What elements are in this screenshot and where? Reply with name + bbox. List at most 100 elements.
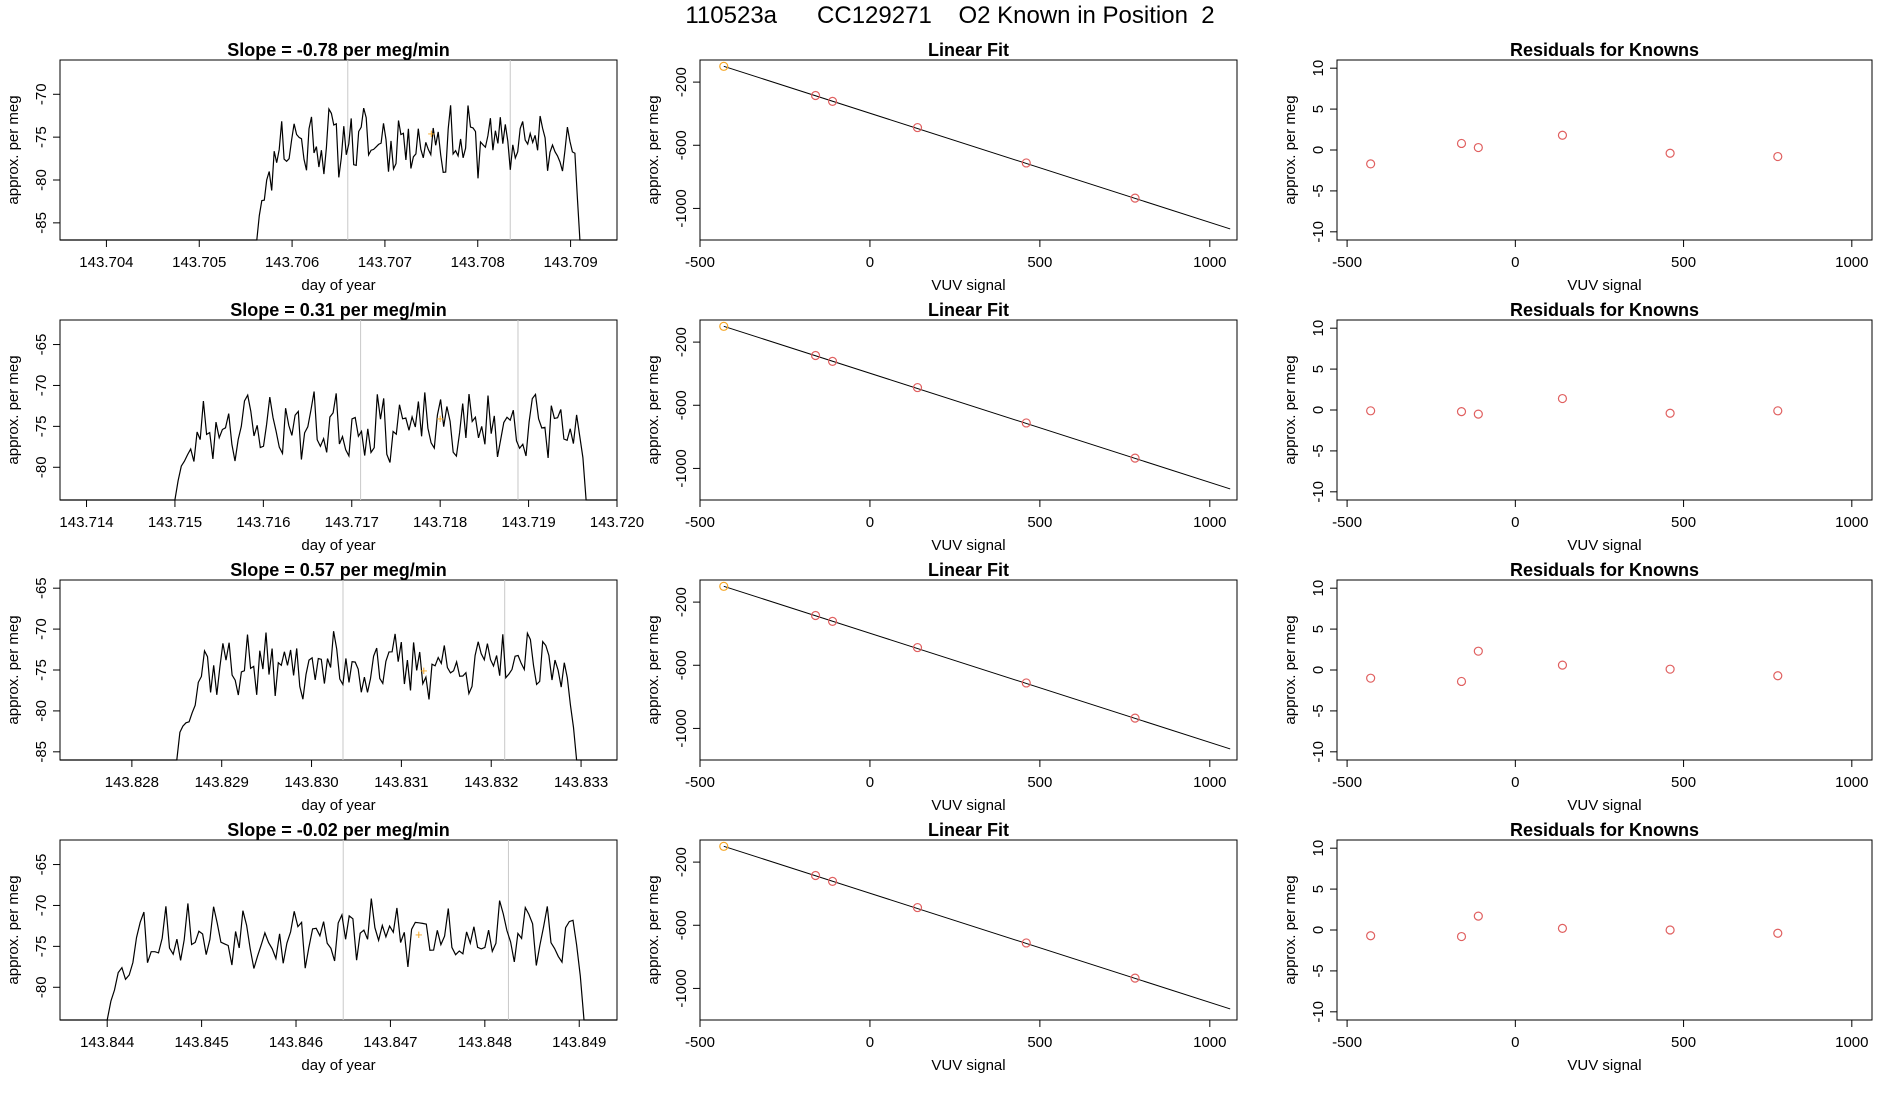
- signal-trace: [60, 631, 617, 761]
- y-tick-label: 0: [1310, 146, 1327, 154]
- x-tick-label: 143.847: [363, 1034, 417, 1051]
- x-tick-label: -500: [685, 774, 715, 791]
- x-tick-label: 143.831: [374, 774, 428, 791]
- x-tick-label: 0: [866, 514, 874, 531]
- residual-point: [1366, 159, 1376, 169]
- fit-point: [912, 122, 923, 133]
- x-tick-label: 1000: [1193, 514, 1226, 531]
- y-axis-label: approx. per meg: [1282, 615, 1299, 724]
- x-tick-label: 1000: [1835, 254, 1868, 271]
- residual-point: [1456, 676, 1467, 687]
- panel-title: Residuals for Knowns: [1510, 560, 1699, 580]
- y-tick-label: 0: [1310, 666, 1327, 674]
- residual-point: [1557, 660, 1568, 670]
- fit-point: [1130, 193, 1140, 203]
- fit-point: [912, 642, 923, 653]
- x-axis-label: VUV signal: [931, 537, 1005, 554]
- y-tick-label: -600: [673, 650, 690, 680]
- x-tick-label: 143.714: [59, 514, 113, 531]
- fit-point: [827, 96, 838, 106]
- y-tick-label: -75: [33, 659, 50, 681]
- residual-point: [1456, 407, 1467, 417]
- y-tick-label: -65: [33, 577, 50, 599]
- fit-line: [723, 845, 1231, 1010]
- fit-point: [810, 350, 821, 361]
- y-tick-label: 5: [1310, 105, 1327, 113]
- x-axis-label: VUV signal: [1567, 797, 1641, 814]
- residual-point: [1366, 673, 1376, 683]
- x-tick-label: 1000: [1193, 774, 1226, 791]
- x-tick-label: 143.716: [236, 514, 290, 531]
- x-tick-label: 143.708: [451, 254, 505, 271]
- residual-point: [1773, 671, 1783, 681]
- x-tick-label: 143.828: [105, 774, 159, 791]
- y-tick-label: -70: [33, 618, 50, 640]
- x-tick-label: 143.849: [552, 1034, 606, 1051]
- residuals-panel: Residuals for Knowns VUV signal approx. pe…: [1282, 560, 1873, 814]
- x-tick-label: 1000: [1835, 1034, 1868, 1051]
- y-tick-label: -10: [1310, 221, 1327, 243]
- fit-point: [1021, 938, 1031, 948]
- residual-point: [1473, 911, 1483, 921]
- x-tick-label: -500: [685, 514, 715, 531]
- time-series-panel: Slope = -0.02 per meg/min day of year appr…: [5, 820, 618, 1074]
- residual-point: [1456, 138, 1467, 149]
- y-axis-label: approx. per meg: [645, 355, 662, 464]
- x-axis-label: day of year: [301, 797, 375, 814]
- x-tick-label: 500: [1027, 1034, 1052, 1051]
- y-tick-label: 0: [1310, 926, 1327, 934]
- x-axis-label: VUV signal: [1567, 277, 1641, 294]
- residuals-panel: Residuals for Knowns VUV signal approx. pe…: [1282, 300, 1873, 554]
- panel-title: Residuals for Knowns: [1510, 820, 1699, 840]
- x-tick-label: -500: [1332, 514, 1362, 531]
- panel-title: Residuals for Knowns: [1510, 40, 1699, 60]
- y-tick-label: -80: [33, 976, 50, 998]
- fit-point: [810, 90, 821, 101]
- residual-point: [1665, 148, 1675, 158]
- x-tick-label: 143.844: [80, 1034, 134, 1051]
- linear-fit-panel: Linear Fit VUV signal approx. per meg -500 0…: [645, 40, 1238, 294]
- y-tick-label: -200: [673, 327, 690, 357]
- x-axis-label: day of year: [301, 537, 375, 554]
- x-tick-label: 143.718: [413, 514, 467, 531]
- y-tick-label: -75: [33, 416, 50, 438]
- fit-point: [719, 61, 729, 71]
- linear-fit-panel: Linear Fit VUV signal approx. per meg -500 0…: [645, 820, 1238, 1074]
- y-tick-label: 5: [1310, 625, 1327, 633]
- plot-frame: [59, 839, 618, 1021]
- x-tick-label: 143.704: [79, 254, 133, 271]
- x-axis-label: VUV signal: [1567, 1057, 1641, 1074]
- y-tick-label: 10: [1310, 580, 1327, 597]
- fit-point: [1130, 453, 1140, 463]
- signal-trace: [60, 391, 617, 501]
- panel-title: Slope = -0.78 per meg/min: [227, 40, 450, 60]
- x-tick-label: 0: [866, 1034, 874, 1051]
- x-axis-label: day of year: [301, 1057, 375, 1074]
- residual-point: [1665, 925, 1675, 935]
- y-tick-label: -70: [33, 895, 50, 917]
- plot-frame: [699, 839, 1238, 1021]
- y-tick-label: 10: [1310, 840, 1327, 857]
- y-axis-label: approx. per meg: [5, 355, 22, 464]
- residual-point: [1366, 406, 1376, 416]
- y-tick-label: -70: [33, 375, 50, 397]
- residual-point: [1473, 409, 1483, 419]
- y-tick-label: -85: [33, 741, 50, 763]
- panel-title: Linear Fit: [928, 560, 1009, 580]
- x-axis-label: VUV signal: [931, 797, 1005, 814]
- panel-title: Linear Fit: [928, 820, 1009, 840]
- x-axis-label: VUV signal: [1567, 537, 1641, 554]
- fit-point: [827, 876, 838, 886]
- y-tick-label: -600: [673, 910, 690, 940]
- y-tick-label: -75: [33, 936, 50, 958]
- y-tick-label: 10: [1310, 60, 1327, 77]
- y-tick-label: -1000: [673, 709, 690, 747]
- signal-trace: [60, 898, 617, 1021]
- residual-point: [1773, 151, 1783, 162]
- y-tick-label: -1000: [673, 189, 690, 227]
- x-tick-label: 500: [1027, 514, 1052, 531]
- x-axis-label: day of year: [301, 277, 375, 294]
- fit-point: [1130, 973, 1140, 983]
- y-tick-label: -200: [673, 847, 690, 877]
